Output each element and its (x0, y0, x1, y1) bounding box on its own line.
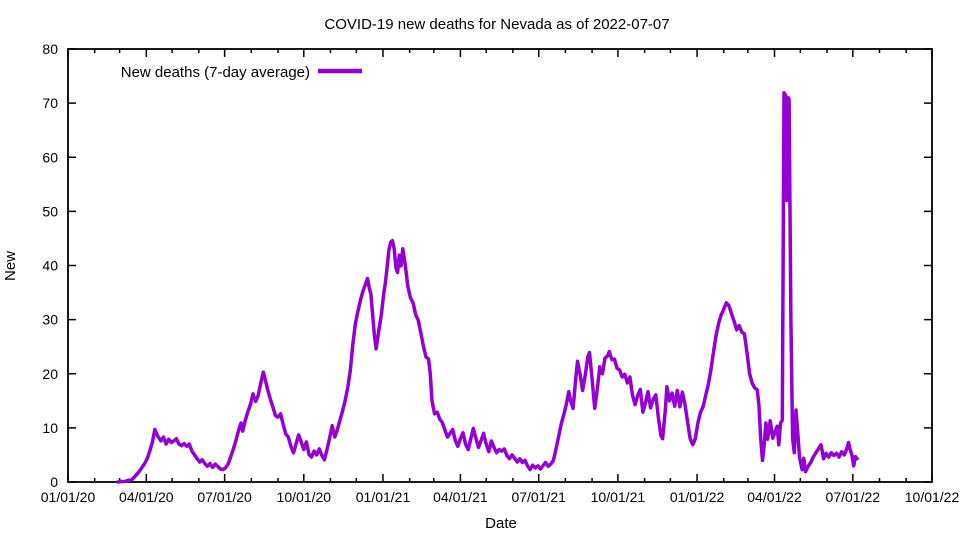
x-tick-label: 04/01/20 (119, 489, 174, 505)
y-tick-label: 40 (42, 258, 58, 274)
x-tick-label: 10/01/20 (277, 489, 332, 505)
y-tick-label: 0 (50, 474, 58, 490)
x-tick-label: 07/01/20 (197, 489, 252, 505)
y-tick-label: 80 (42, 41, 58, 57)
y-tick-label: 50 (42, 203, 58, 219)
plot-border (67, 48, 933, 483)
x-tick-label: 10/01/21 (591, 489, 646, 505)
x-tick-label: 01/01/22 (670, 489, 725, 505)
x-tick-label: 01/01/20 (41, 489, 96, 505)
y-tick-label: 70 (42, 95, 58, 111)
y-axis-label: New (2, 251, 19, 281)
y-tick-label: 10 (42, 420, 58, 436)
x-tick-label: 01/01/21 (356, 489, 411, 505)
chart-title: COVID-19 new deaths for Nevada as of 202… (324, 16, 669, 33)
y-tick-label: 60 (42, 149, 58, 165)
x-tick-label: 04/01/21 (433, 489, 488, 505)
axis-tick-labels: 01/01/20 04/01/20 07/01/20 10/01/20 01/01/21… (41, 41, 960, 505)
y-tick-label: 30 (42, 312, 58, 328)
y-tick-label: 20 (42, 366, 58, 382)
legend: New deaths (7-day average) (121, 64, 362, 81)
axis-ticks (67, 48, 933, 483)
x-axis-label: Date (485, 515, 517, 532)
x-tick-label: 07/01/22 (826, 489, 881, 505)
data-series (116, 91, 859, 484)
x-tick-label: 07/01/21 (511, 489, 566, 505)
legend-label: New deaths (7-day average) (121, 64, 310, 81)
x-tick-label: 10/01/22 (905, 489, 960, 505)
x-tick-label: 04/01/22 (747, 489, 802, 505)
series-line-new-deaths-7-day-average- (116, 91, 859, 484)
